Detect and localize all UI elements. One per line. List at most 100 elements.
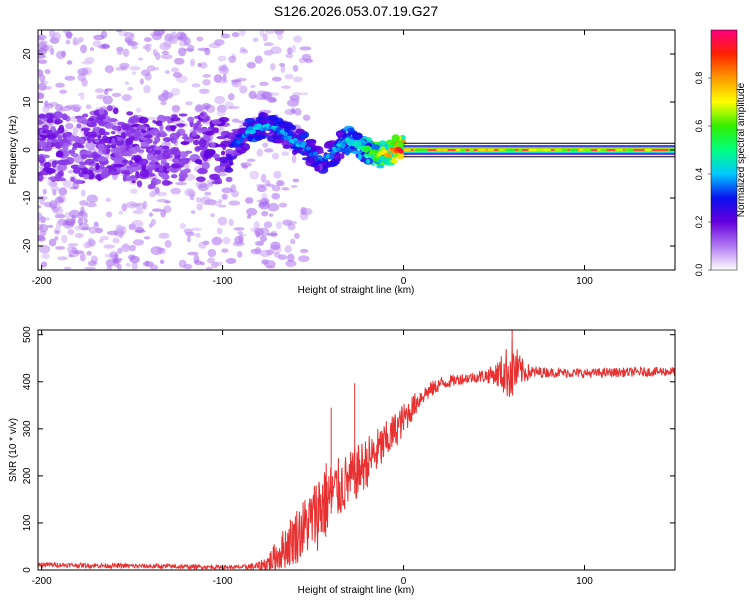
spectrogram-noise [259, 249, 272, 258]
spectrogram-noise [246, 158, 256, 162]
spectrogram-noise [54, 213, 66, 219]
spectrogram-cell [119, 144, 126, 151]
spectrogram-noise [281, 85, 291, 89]
spectrogram-noise [116, 51, 123, 55]
spectrogram-cell [184, 150, 193, 154]
spectrogram-cell [166, 116, 172, 124]
spectrogram-peak [286, 135, 293, 140]
spectrogram-cell [82, 169, 93, 174]
spectrogram-noise [86, 250, 92, 256]
spectrogram-cell [198, 139, 207, 147]
spectrogram-peak [334, 147, 340, 152]
spectrogram-cell [169, 125, 177, 130]
spectrogram-noise [131, 71, 136, 75]
spectrogram-noise [38, 95, 44, 100]
spectrogram-cell [41, 145, 53, 152]
spectrogram-noise [249, 170, 259, 180]
spectrogram-noise [156, 191, 168, 197]
spectrogram-noise [228, 105, 240, 110]
spectrogram-ytick-label: -20 [22, 238, 33, 253]
spectrogram-noise [292, 76, 303, 83]
spectrogram-noise [85, 104, 92, 110]
spectrogram-noise [292, 92, 302, 96]
spectrogram-noise [87, 237, 94, 244]
spectrogram-noise [80, 44, 87, 54]
spectrogram-noise [261, 210, 269, 217]
spectrogram-noise [38, 205, 42, 209]
spectrogram-noise [74, 225, 82, 231]
spectrogram-noise [262, 142, 269, 148]
spectrogram-noise [135, 107, 142, 113]
spectrogram-noise [41, 253, 50, 259]
spectrogram-noise [38, 244, 51, 254]
spectrogram-cell [41, 124, 49, 132]
spectrogram-noise [263, 42, 274, 47]
spectrogram-noise [185, 101, 193, 106]
spectrogram-noise [194, 259, 202, 266]
spectrogram-cell [172, 159, 180, 164]
spectrogram-noise [269, 213, 274, 217]
spectrogram-noise [160, 101, 167, 106]
spectrogram-noise [104, 65, 114, 74]
spectrogram-noise [254, 55, 263, 64]
spectrogram-cell [201, 161, 210, 170]
spectrogram-cell [128, 135, 135, 142]
spectrogram-noise [132, 209, 144, 214]
spectrogram-noise [220, 33, 231, 39]
spectrogram-noise [278, 202, 288, 208]
spectrogram-noise [270, 241, 281, 251]
spectrogram-cell [247, 136, 253, 142]
spectrogram-noise [81, 226, 91, 231]
spectrogram-noise [197, 47, 209, 52]
spectrogram-noise [125, 262, 131, 267]
spectrogram-carrier-spot [477, 148, 487, 152]
spectrogram-cell [110, 131, 116, 135]
spectrogram-peak [250, 129, 256, 134]
spectrogram-noise [262, 33, 268, 42]
spectrogram-noise [146, 116, 158, 121]
spectrogram-noise [256, 241, 264, 246]
spectrogram-cell [87, 117, 95, 122]
colorbar-gradient [710, 29, 738, 271]
spectrogram-noise [98, 44, 111, 50]
snr-marks [38, 330, 675, 570]
spectrogram-peak [313, 151, 319, 156]
spectrogram-noise [191, 83, 201, 88]
spectrogram-carrier-spot [459, 148, 467, 152]
spectrogram-noise [217, 172, 227, 177]
spectrogram-noise [118, 229, 124, 239]
spectrogram-noise [266, 183, 275, 187]
spectrogram-cell [94, 139, 100, 143]
spectrogram-noise [290, 184, 298, 189]
spectrogram-noise [163, 92, 172, 99]
spectrogram-cell [134, 130, 142, 137]
spectrogram-peak [386, 153, 393, 158]
spectrogram-cell [95, 162, 100, 171]
spectrogram-noise [168, 35, 179, 45]
spectrogram-noise [214, 95, 226, 105]
spectrogram-cell [192, 139, 200, 146]
spectrogram-noise [258, 201, 270, 210]
spectrogram-noise [38, 235, 44, 241]
snr-xlabel: Height of straight line (km) [298, 585, 415, 596]
figure-title: S126.2026.053.07.19.G27 [274, 3, 438, 19]
spectrogram-noise [93, 223, 99, 230]
spectrogram-noise [52, 31, 61, 41]
spectrogram-noise [170, 87, 181, 96]
spectrogram-noise [231, 31, 240, 38]
spectrogram-cell [193, 122, 199, 130]
spectrogram-noise [57, 256, 68, 261]
spectrogram-cell [180, 141, 190, 146]
spectrogram-cell [329, 160, 340, 165]
spectrogram-cell [122, 159, 129, 163]
spectrogram-cell [97, 134, 102, 139]
spectrogram-cell [51, 138, 57, 143]
spectrogram-peak [366, 146, 372, 151]
spectrogram-noise [42, 105, 50, 113]
spectrogram-noise [225, 258, 237, 264]
spectrogram-marks [38, 30, 675, 270]
spectrogram-noise [239, 124, 244, 129]
colorbar-tick-label: 0.6 [694, 120, 704, 133]
snr-frame [37, 329, 676, 571]
